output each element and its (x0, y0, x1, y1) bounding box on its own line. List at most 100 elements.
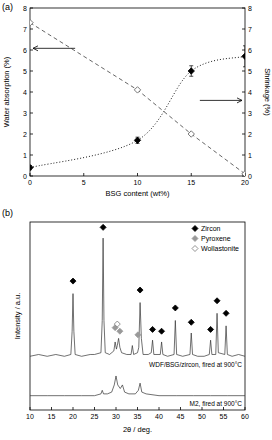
marker (134, 137, 140, 143)
x-tick-label: 45 (177, 413, 185, 420)
y-tick (30, 29, 33, 30)
x-tick (137, 407, 138, 410)
plot-area (30, 20, 245, 177)
marker (188, 131, 194, 137)
marker (242, 53, 245, 59)
x-tick-label: 20 (241, 179, 249, 186)
y2-tick-label: 3 (248, 110, 252, 117)
arrow (33, 46, 75, 51)
marker (172, 305, 178, 311)
y-tick (30, 92, 33, 93)
x-tick-label: 15 (48, 413, 56, 420)
x-tick-label: 15 (187, 179, 195, 186)
y-tick (30, 176, 33, 177)
y2-tick (242, 134, 245, 135)
x-tick (137, 173, 138, 176)
xrd-trace (30, 238, 245, 356)
x-tick-label: 40 (155, 413, 163, 420)
trace-label: M2, fired at 900°C (190, 400, 243, 407)
marker (114, 321, 120, 327)
x-tick-label: 10 (26, 413, 34, 420)
frame (30, 8, 245, 176)
x-tick (73, 407, 74, 410)
x-tick (159, 407, 160, 410)
y-tick-label: 8 (23, 5, 27, 12)
y2-tick-label: 2 (248, 131, 252, 138)
y2-tick-label: 1 (248, 152, 252, 159)
x-tick (116, 407, 117, 410)
y-tick-label: 6 (23, 47, 27, 54)
x-tick-label: 5 (82, 179, 86, 186)
x-tick-label: 55 (220, 413, 228, 420)
trace-label: WDF/BSG/zircon, fired at 900°C (149, 361, 242, 368)
y2-tick-label: 6 (248, 47, 252, 54)
y2-tick (242, 113, 245, 114)
marker (117, 328, 123, 334)
marker (137, 287, 143, 293)
y-tick-label: 4 (23, 89, 27, 96)
legend-marker (192, 226, 198, 232)
x-tick-label: 20 (69, 413, 77, 420)
x-axis-title: BSG content (wt%) (106, 189, 170, 198)
x-tick (30, 407, 31, 410)
y2-tick-label: 7 (248, 26, 252, 33)
marker (30, 164, 33, 170)
legend-label: Pyroxene (201, 235, 231, 243)
y2-tick (242, 50, 245, 51)
y2-tick (242, 155, 245, 156)
x-tick (245, 407, 246, 410)
x-axis-title: 2θ / deg. (123, 425, 152, 434)
y-tick (30, 50, 33, 51)
marker (208, 326, 214, 332)
y-axis-title: Intensity / a.u. (13, 293, 22, 340)
y-tick-label: 2 (23, 131, 27, 138)
y-tick-label: 7 (23, 26, 27, 33)
marker (188, 68, 194, 74)
panel-label: (a) (2, 2, 13, 12)
y-tick-label: 3 (23, 110, 27, 117)
xrd-trace (30, 376, 245, 396)
x-tick-label: 25 (91, 413, 99, 420)
marker (70, 278, 76, 284)
legend-label: Wollastonite (201, 245, 239, 252)
marker (214, 298, 220, 304)
y2-tick-label: 5 (248, 68, 252, 75)
marker (223, 310, 229, 316)
y-tick (30, 113, 33, 114)
x-tick (191, 173, 192, 176)
marker (188, 319, 194, 325)
legend-marker (192, 236, 198, 242)
y2-tick (242, 29, 245, 30)
x-tick-label: 60 (241, 413, 249, 420)
y-tick (30, 8, 33, 9)
marker (134, 87, 140, 93)
y2-tick-label: 0 (248, 173, 252, 180)
arrow (200, 98, 242, 103)
marker (242, 171, 245, 176)
panel-label: (b) (2, 208, 13, 218)
figure: (a)05101520012345678012345678BSG content… (0, 0, 272, 440)
y2-tick-label: 8 (248, 5, 252, 12)
y-axis-title: Water absorption (%) (2, 56, 11, 127)
x-tick-label: 35 (134, 413, 142, 420)
frame (30, 222, 245, 410)
x-tick (180, 407, 181, 410)
y-tick (30, 155, 33, 156)
y2-axis-title: Shrinkage (%) (263, 68, 272, 116)
marker (135, 332, 141, 338)
x-tick-label: 0 (28, 179, 32, 186)
x-tick-label: 30 (112, 413, 120, 420)
y2-tick-label: 4 (248, 89, 252, 96)
marker (100, 224, 106, 230)
y2-tick (242, 92, 245, 93)
plot-area (30, 224, 245, 395)
x-tick (202, 407, 203, 410)
x-tick (223, 407, 224, 410)
y2-tick (242, 71, 245, 72)
legend: Zircon Pyroxene Wollastonite (192, 225, 239, 252)
x-tick-label: 10 (134, 179, 142, 186)
x-tick-label: 50 (198, 413, 206, 420)
legend-marker (192, 246, 198, 252)
legend-label: Zircon (201, 225, 221, 232)
series-line (30, 23, 245, 174)
